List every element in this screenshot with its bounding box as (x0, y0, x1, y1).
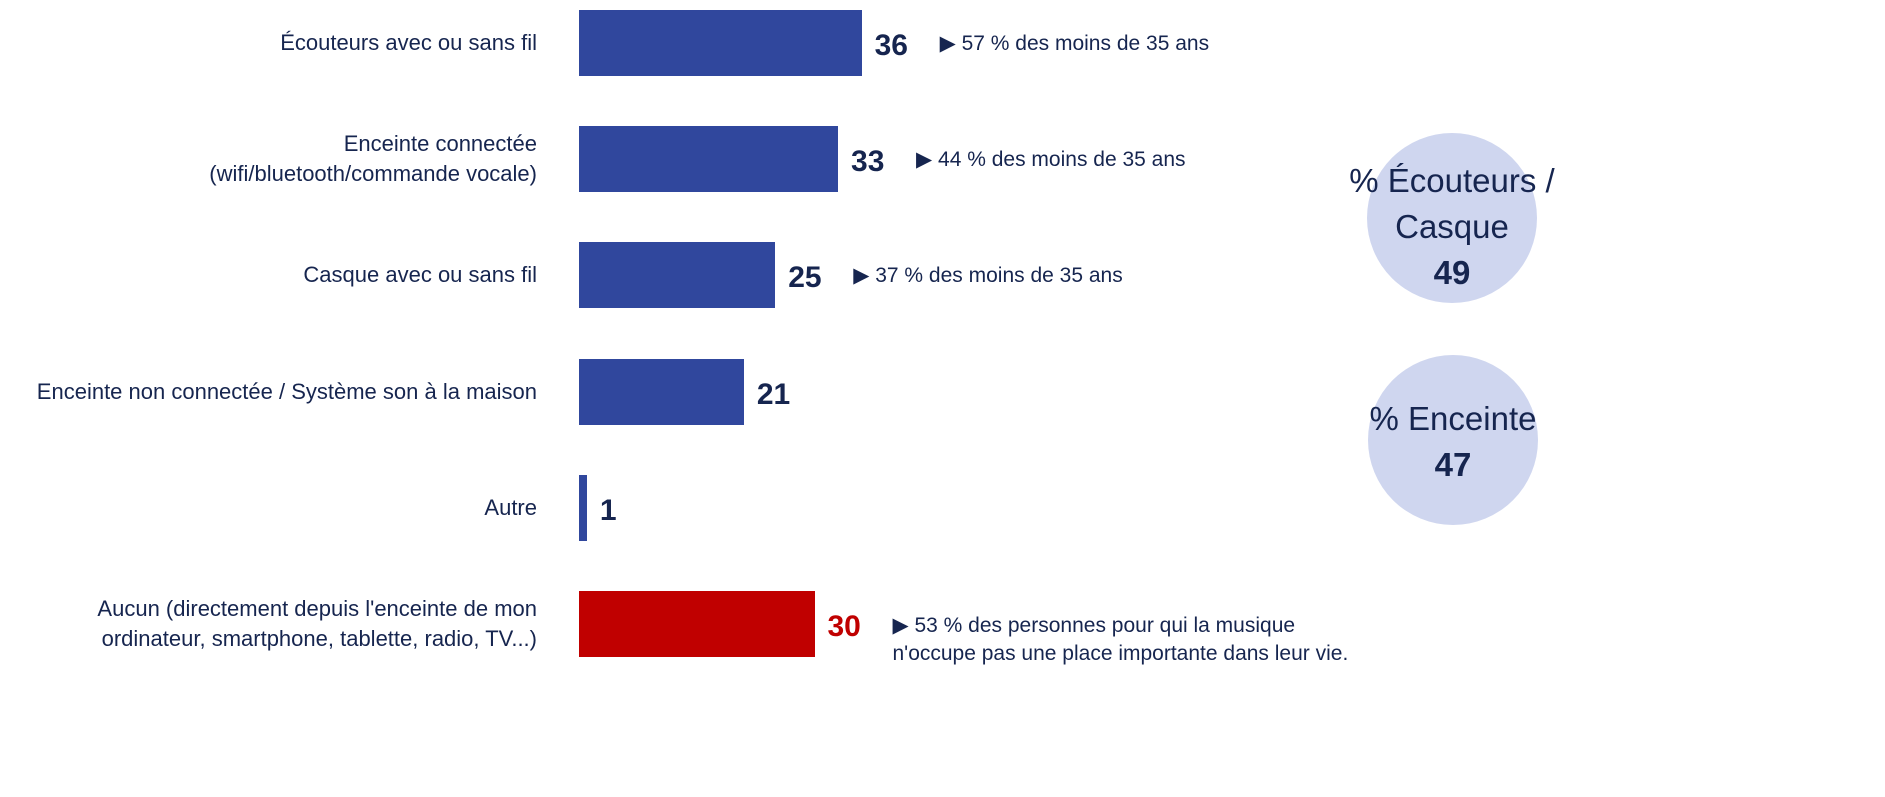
bar (579, 242, 776, 309)
value-label: 21 (756, 377, 791, 411)
value-label: 1 (599, 493, 617, 527)
bar (579, 474, 587, 541)
bar (579, 10, 862, 76)
annotation: ▶ 37 % des moins de 35 ans (853, 264, 1123, 288)
annotation: ▶ 57 % des moins de 35 ans (939, 32, 1210, 55)
annotation: ▶ 44 % des moins de 35 ans (916, 148, 1186, 172)
summary-label: % Enceinte (1369, 400, 1537, 437)
category-label: Aucun (directement depuis l'enceinte de … (97, 596, 537, 651)
category-label: Enceinte connectée (wifi/bluetooth/comma… (209, 131, 537, 187)
category-label: Autre (484, 494, 537, 520)
summary-value: 47 (1434, 446, 1472, 483)
summary-value: 49 (1433, 254, 1471, 291)
summary-label: % Écouteurs / Casque (1349, 162, 1555, 245)
value-label: 33 (851, 145, 885, 179)
summary-circle (1367, 133, 1537, 303)
category-label: Casque avec ou sans fil (303, 262, 537, 288)
category-label: Enceinte non connectée / Système son à l… (36, 378, 537, 404)
value-label: 36 (874, 29, 908, 62)
value-label: 25 (788, 261, 822, 295)
bar (579, 358, 744, 425)
value-label: 30 (827, 610, 861, 643)
summary-circle (1368, 355, 1538, 525)
bar (579, 126, 839, 193)
annotation: ▶ 53 % des personnes pour qui la musique… (892, 614, 1349, 665)
category-label: Écouteurs avec ou sans fil (280, 30, 537, 55)
bar (579, 591, 815, 657)
